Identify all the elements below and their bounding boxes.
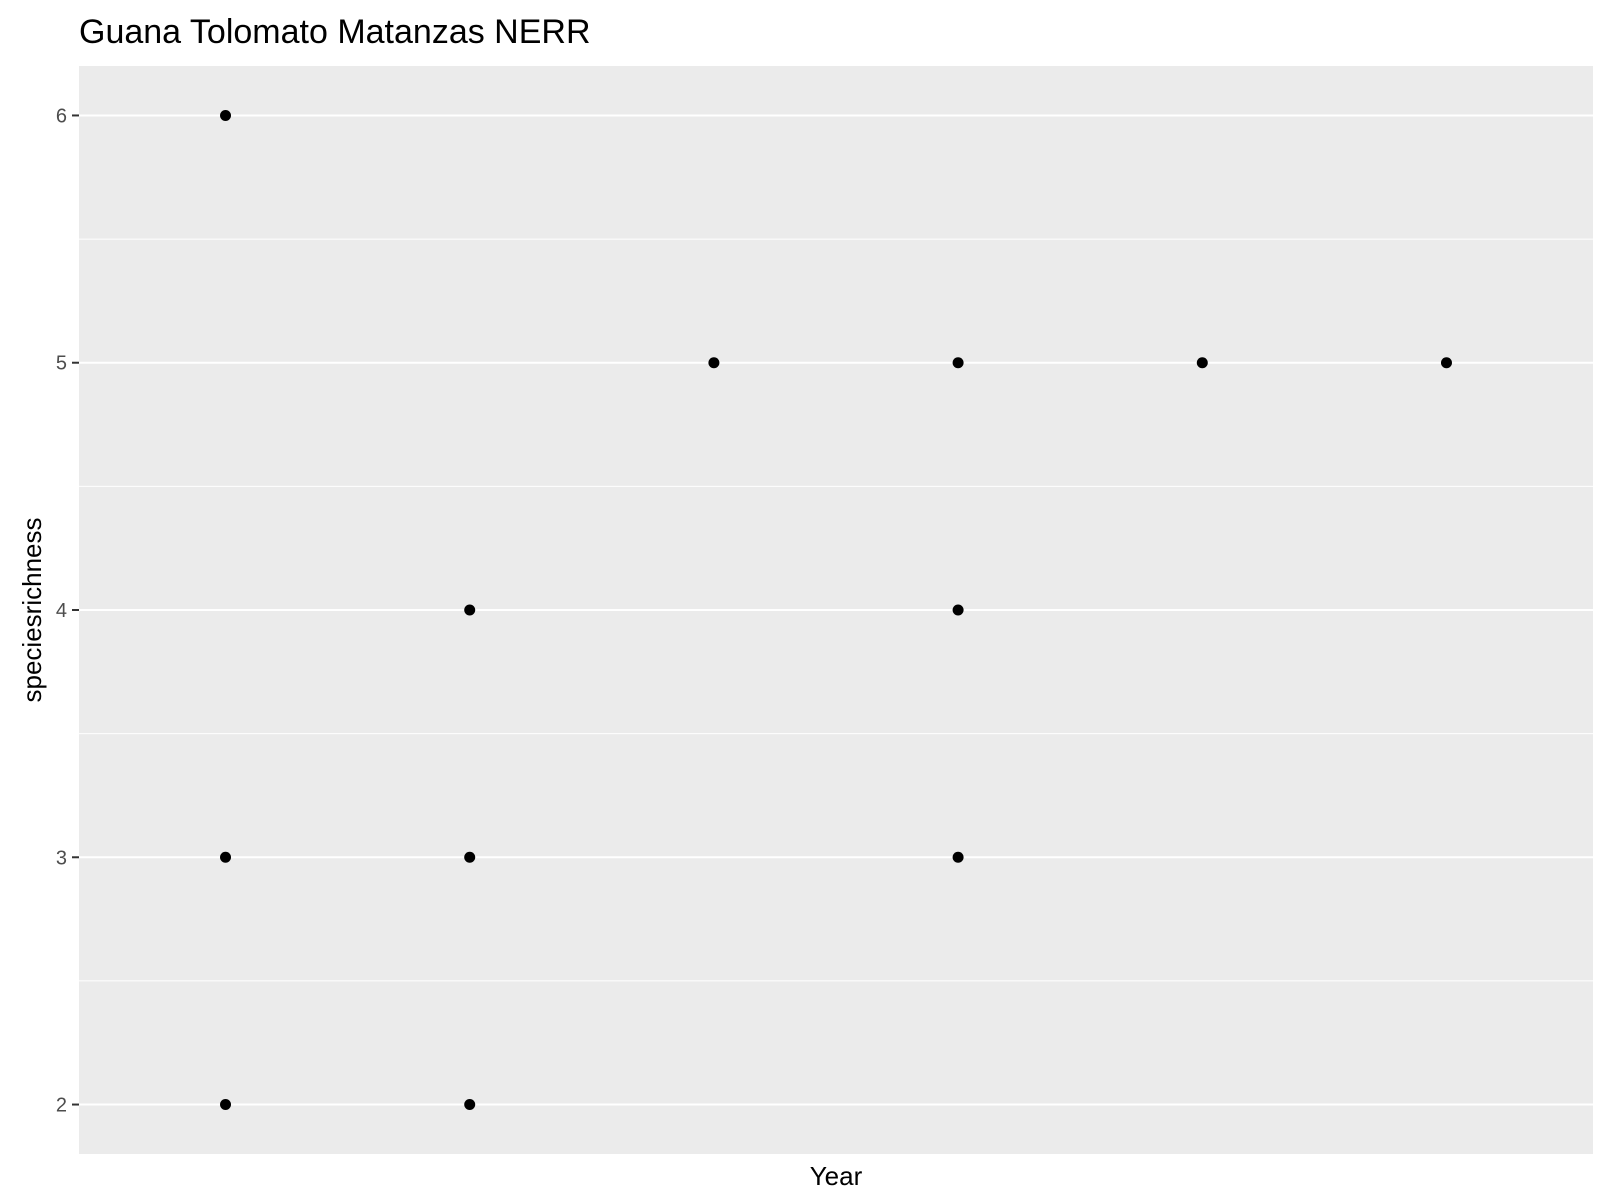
y-tick-label: 2 [56,1095,67,1117]
data-point [952,357,964,369]
data-points [220,109,1452,1111]
data-point [220,109,232,121]
data-point [1196,357,1208,369]
data-point [1440,357,1452,369]
y-axis: 2 3 4 5 6 [56,105,79,1117]
data-point [708,357,720,369]
x-axis-title: Year [810,1161,863,1191]
y-tick-label: 3 [56,847,67,869]
y-tick-label: 6 [56,105,67,127]
data-point [464,1099,476,1111]
y-axis-title: speciesrichness [17,518,47,703]
data-point [952,851,964,863]
chart-title: Guana Tolomato Matanzas NERR [79,13,591,51]
data-point [464,604,476,616]
data-point [220,851,232,863]
y-tick-label: 4 [56,600,67,622]
grid-lines [79,114,1593,1106]
data-point [952,604,964,616]
data-point [464,851,476,863]
y-tick-label: 5 [56,353,67,375]
data-point [220,1099,232,1111]
